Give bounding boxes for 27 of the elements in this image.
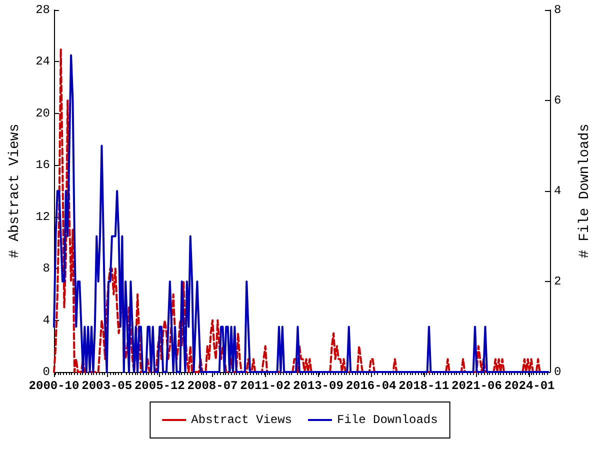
y-tick-label: 12 <box>36 210 50 224</box>
y2-tick-label: 0 <box>554 365 562 379</box>
y-tick-label: 20 <box>36 106 50 120</box>
x-tick-label: 2013-09 <box>292 379 344 393</box>
x-tick-label: 2016-04 <box>346 379 396 393</box>
y-tick-label: 16 <box>36 158 50 172</box>
x-tick-label: 2008-07 <box>187 379 238 393</box>
x-tick-label: 2018-11 <box>398 379 450 393</box>
y2-tick-label: 6 <box>554 94 562 108</box>
y-tick-label: 24 <box>36 54 50 69</box>
y2-tick-label: 2 <box>554 274 562 288</box>
x-tick-label: 2003-05 <box>82 379 132 393</box>
x-tick-label: 2000-10 <box>28 379 80 393</box>
y2-tick-label: 4 <box>554 184 562 198</box>
x-tick-label: 2021-06 <box>451 379 502 393</box>
y-axis-title: # Abstract Views <box>7 124 23 258</box>
x-tick-label: 2005-12 <box>134 379 185 393</box>
legend-label: Abstract Views <box>191 413 292 427</box>
x-tick-label: 2024-01 <box>504 379 555 393</box>
y-tick-label: 4 <box>42 313 50 328</box>
y-tick-label: 28 <box>36 3 50 17</box>
legend-label: File Downloads <box>337 413 438 427</box>
y2-axis-title: # File Downloads <box>577 124 593 258</box>
x-tick-label: 2011-02 <box>240 379 291 393</box>
y-tick-label: 0 <box>42 365 50 379</box>
y2-tick-label: 8 <box>554 3 562 17</box>
y-tick-label: 8 <box>42 262 50 276</box>
